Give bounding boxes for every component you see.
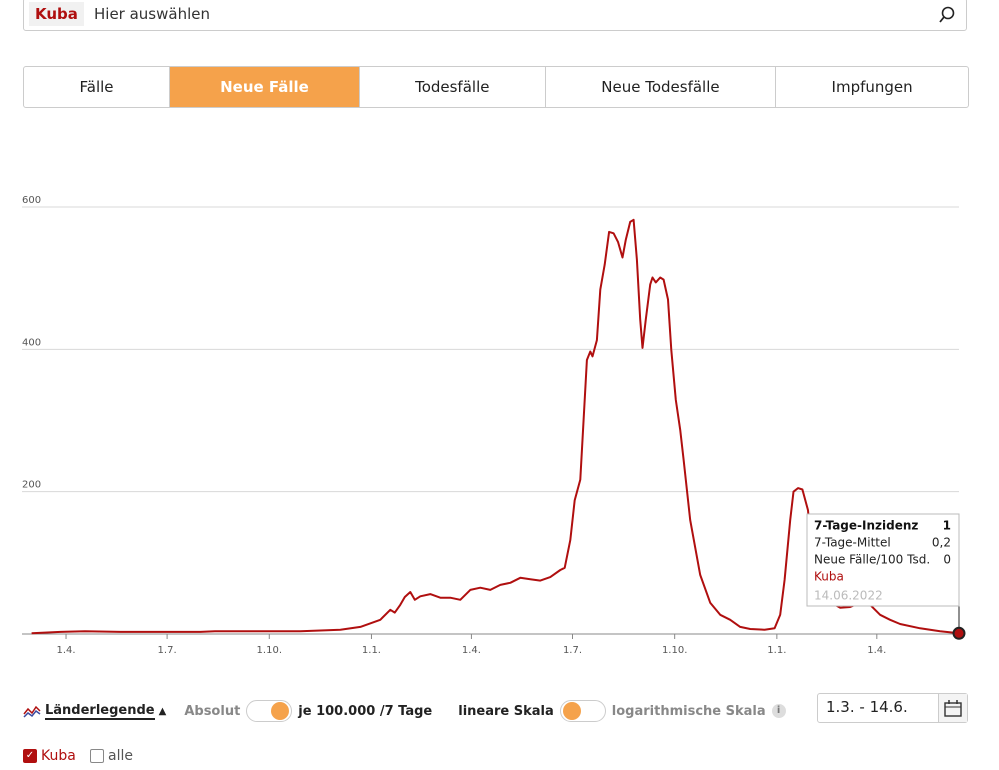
tooltip-title: 7-Tage-Inzidenz — [814, 519, 918, 533]
tooltip-date: 14.06.2022 — [814, 589, 883, 603]
legend-toggle[interactable]: Länderlegende — [45, 702, 155, 720]
search-icon[interactable] — [938, 6, 956, 24]
hover-point — [952, 626, 966, 640]
x-tick-label: 1.4. — [56, 645, 75, 656]
country-checkbox-label: Kuba — [41, 748, 76, 764]
tab[interactable]: Fälle — [24, 67, 171, 107]
x-tick-label: 1.7. — [563, 645, 582, 656]
x-tick-label: 1.10. — [662, 645, 687, 656]
tooltip-country: Kuba — [814, 570, 844, 584]
x-tick-label: 1.10. — [257, 645, 282, 656]
x-tick-label: 1.1. — [767, 645, 786, 656]
legend-icon — [23, 705, 41, 718]
calendar-icon[interactable] — [944, 700, 962, 717]
x-tick-label: 1.4. — [462, 645, 481, 656]
y-tick-label: 600 — [22, 195, 41, 206]
linear-label[interactable]: lineare Skala — [458, 703, 554, 719]
tab[interactable]: Neue Fälle — [170, 67, 360, 107]
tooltip-box — [806, 513, 960, 607]
chart: 200 400 600 1.4. 1.7. 1.10. 1.1. 1.4. 1.7. 1.10. 1… — [22, 195, 966, 656]
search-box[interactable]: Kuba Hier auswählen — [23, 0, 967, 31]
controls: Länderlegende ▲ Absolut je 100.000 /7 Ta… — [23, 698, 786, 724]
date-range-text: 1.3. - 14.6. — [826, 698, 908, 716]
search-placeholder: Hier auswählen — [94, 5, 210, 23]
x-tick-label: 1.1. — [362, 645, 381, 656]
tab[interactable]: Neue Todesfälle — [546, 67, 777, 107]
series-line — [31, 218, 960, 635]
tab-bar: Fälle Neue Fälle Todesfälle Neue Todesfälle… — [23, 66, 969, 108]
tooltip-title-value: 1 — [943, 519, 951, 533]
scale-switch[interactable] — [559, 700, 606, 722]
country-checkbox[interactable]: ✓ Kuba — [23, 748, 76, 764]
all-checkbox[interactable]: alle — [90, 748, 133, 764]
country-tag[interactable]: Kuba — [29, 2, 84, 26]
tooltip-row-label: 7-Tage-Mittel — [814, 536, 891, 550]
y-tick-label: 400 — [22, 337, 41, 348]
tab[interactable]: Todesfälle — [360, 67, 546, 107]
x-tick-label: 1.7. — [158, 645, 177, 656]
all-checkbox-label: alle — [108, 748, 133, 764]
y-tick-label: 200 — [22, 480, 41, 491]
date-range[interactable]: 1.3. - 14.6. — [817, 693, 968, 723]
tooltip-row-value: 0 — [943, 553, 951, 567]
x-tick-label: 1.4. — [867, 645, 886, 656]
absolute-label[interactable]: Absolut — [184, 703, 241, 719]
tooltip-row-label: Neue Fälle/100 Tsd. — [814, 553, 930, 567]
per-capita-switch[interactable] — [246, 700, 293, 722]
info-icon[interactable]: i — [771, 704, 786, 718]
log-label[interactable]: logarithmische Skala — [611, 703, 766, 719]
per-capita-label[interactable]: je 100.000 /7 Tage — [298, 703, 433, 719]
tooltip-row-value: 0,2 — [932, 536, 951, 550]
tab[interactable]: Impfungen — [831, 78, 913, 96]
